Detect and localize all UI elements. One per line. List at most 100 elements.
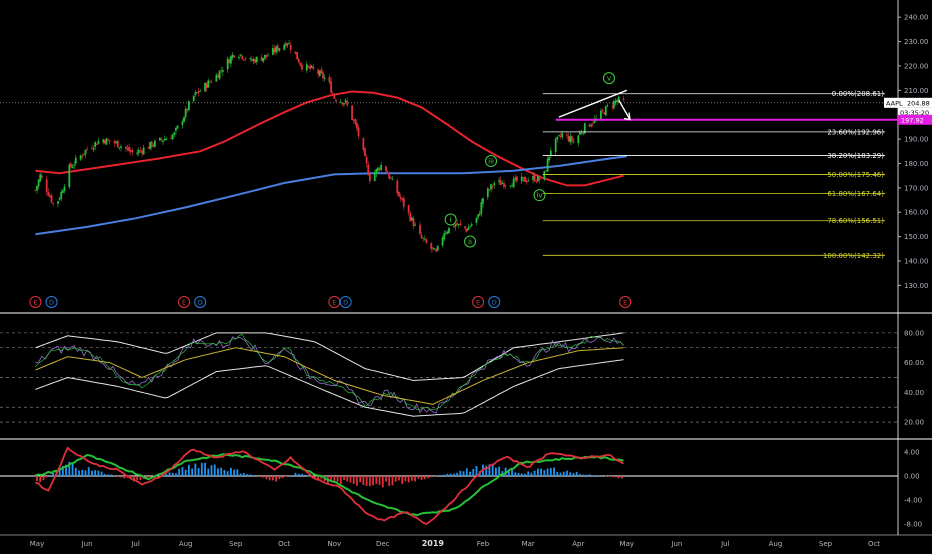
price-axis-label: 160.00 [904, 209, 929, 217]
macd-histogram-bar [463, 471, 465, 476]
time-axis-label: Feb [477, 540, 490, 548]
macd-histogram-bar [94, 470, 96, 476]
candle-body [306, 64, 308, 70]
candle-body [358, 127, 360, 136]
macd-axis-label: 4.00 [904, 449, 920, 457]
candle-body [501, 183, 503, 184]
candle-body [138, 150, 140, 153]
macd-histogram-bar [333, 476, 335, 482]
candle-body [41, 176, 43, 178]
macd-histogram-bar [272, 476, 274, 480]
candle-body [500, 180, 502, 185]
macd-histogram-bar [573, 473, 575, 476]
candle-body [606, 105, 608, 106]
candle-body [299, 63, 301, 65]
candle-body [91, 148, 93, 149]
macd-histogram-bar [217, 468, 219, 476]
candle-body [571, 136, 573, 141]
macd-histogram-bar [201, 463, 203, 476]
candle-body [317, 70, 319, 74]
candle-body [590, 125, 592, 126]
macd-histogram-bar [359, 476, 361, 482]
macd-histogram-bar [204, 463, 206, 476]
time-axis-label: Dec [376, 540, 390, 548]
candle-body [311, 66, 313, 68]
candle-body [434, 248, 436, 249]
candle-body [136, 153, 138, 154]
candle-body [464, 226, 466, 228]
macd-histogram-bar [43, 476, 45, 480]
price-axis-label: 170.00 [904, 184, 929, 192]
candle-body [148, 148, 150, 149]
macd-histogram-bar [592, 475, 594, 476]
macd-histogram-bar [346, 476, 348, 481]
event-marker-label: E [476, 299, 480, 307]
candle-body [448, 228, 450, 233]
candle-body [414, 225, 416, 226]
candle-body [39, 174, 41, 181]
candle-body [581, 133, 583, 134]
macd-histogram-bar [615, 476, 617, 477]
candle-body [421, 235, 423, 238]
candle-body [70, 164, 72, 167]
candle-body [251, 59, 253, 61]
time-axis-label: May [620, 540, 634, 548]
macd-histogram-bar [621, 476, 623, 478]
macd-histogram-bar [472, 469, 474, 476]
macd-histogram-bar [579, 474, 581, 476]
time-axis-label: Nov [327, 540, 341, 548]
macd-histogram-bar [282, 476, 284, 478]
candle-body [301, 65, 303, 70]
candle-body [320, 69, 322, 73]
candle-body [466, 229, 468, 232]
candle-body [240, 54, 242, 55]
candle-body [94, 142, 96, 147]
macd-histogram-bar [78, 470, 80, 476]
candle-body [362, 138, 364, 150]
macd-histogram-bar [417, 476, 419, 479]
candle-body [387, 172, 389, 174]
macd-histogram-bar [405, 476, 407, 481]
candle-body [324, 78, 326, 79]
candle-body [199, 91, 201, 92]
fib-level-label: 78.60%(156.51) [827, 217, 884, 225]
candle-body [264, 55, 266, 59]
candle-body [493, 183, 495, 185]
candle-body [456, 223, 458, 225]
candle-body [170, 138, 172, 139]
macd-histogram-bar [175, 473, 177, 476]
candle-body [241, 56, 243, 59]
time-axis-label: Jul [720, 540, 730, 548]
macd-histogram-bar [49, 475, 51, 476]
candle-body [238, 57, 240, 58]
candle-body [396, 181, 398, 194]
candle-body [579, 132, 581, 134]
candle-body [73, 165, 75, 166]
candle-body [256, 57, 258, 62]
macd-histogram-bar [236, 469, 238, 476]
candle-body [611, 106, 613, 107]
macd-histogram-bar [424, 476, 426, 479]
candle-body [274, 48, 276, 52]
candle-body [476, 218, 478, 223]
candle-body [424, 239, 426, 240]
candle-body [468, 227, 470, 230]
candle-body [426, 240, 428, 243]
price-axis-label: 220.00 [904, 62, 929, 70]
candle-body [443, 233, 445, 239]
candle-body [556, 137, 558, 139]
macd-histogram-bar [553, 468, 555, 476]
candle-body [104, 140, 106, 143]
candle-body [555, 139, 557, 152]
candle-body [356, 123, 358, 129]
candle-body [615, 101, 617, 103]
candle-body [152, 145, 154, 146]
candle-body [430, 243, 432, 249]
candle-body [589, 124, 591, 126]
macd-histogram-bar [182, 467, 184, 476]
wave-label: iv [536, 192, 542, 200]
candle-body [46, 179, 48, 192]
macd-histogram-bar [240, 473, 242, 476]
candle-body [254, 59, 256, 62]
macd-histogram-bar [443, 475, 445, 476]
